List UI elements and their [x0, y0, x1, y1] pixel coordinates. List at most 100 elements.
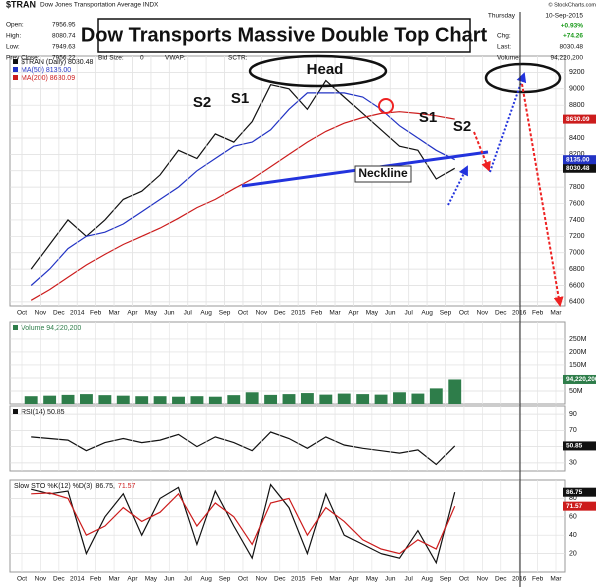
- head-ellipse: [248, 54, 388, 88]
- x-tick-label: Jul: [405, 310, 414, 317]
- annotation-box: [354, 165, 412, 183]
- symbol: $TRAN: [6, 0, 36, 9]
- value-tag-box: [563, 155, 596, 165]
- x-tick-label: Apr: [348, 576, 359, 583]
- cross-circle: [378, 98, 394, 114]
- y-tick-label: 30: [569, 460, 577, 467]
- volume-bar: [337, 393, 351, 404]
- volume-bar: [98, 395, 112, 404]
- x-tick-label: Dec: [495, 576, 507, 583]
- stat-label: Open:: [6, 22, 24, 29]
- x-tick-label: Oct: [17, 576, 27, 583]
- x-tick-label: Jul: [405, 576, 414, 583]
- x-tick-label: Mar: [550, 310, 562, 317]
- y-tick-label: 8400: [569, 135, 585, 142]
- y-tick-label: 7800: [569, 184, 585, 191]
- annotation: Head: [307, 61, 344, 78]
- date: 10-Sep-2015: [545, 13, 583, 20]
- y-tick-label: 7600: [569, 200, 585, 207]
- volume-bar: [429, 388, 443, 404]
- legend-swatch: [13, 59, 18, 64]
- projection-arrow: [521, 83, 564, 307]
- stat-label: High:: [6, 33, 21, 40]
- y-tick-label: 8800: [569, 102, 585, 109]
- volume-bar: [43, 395, 57, 404]
- volume-bar: [393, 392, 406, 404]
- x-tick-label: Dec: [495, 310, 507, 317]
- x-tick-label: 2014: [70, 310, 85, 317]
- stat-value: 7956.95: [52, 22, 76, 29]
- x-tick-label: Nov: [477, 576, 489, 583]
- value-tag: 8135.00: [566, 156, 590, 163]
- y-tick-label: 7400: [569, 217, 585, 224]
- y-tick-label: 250M: [569, 336, 587, 343]
- volume-bar: [153, 396, 167, 404]
- volume-bar: [356, 394, 370, 404]
- x-tick-label: Oct: [459, 576, 469, 583]
- value-tag-box: [563, 114, 596, 124]
- x-tick-label: Oct: [459, 310, 469, 317]
- value-tag-box: [563, 374, 596, 384]
- stat-value: 0: [140, 55, 144, 62]
- stat-value: 7949.63: [52, 44, 76, 51]
- x-tick-label: Aug: [421, 310, 433, 317]
- y-tick-label: 150M: [569, 362, 587, 369]
- x-tick-label: Sep: [219, 310, 231, 317]
- x-tick-label: Mar: [550, 576, 562, 583]
- symbol-name: Dow Jones Transportation Average INDX: [40, 2, 159, 9]
- x-tick-label: Apr: [127, 576, 138, 583]
- series-line: [31, 483, 456, 565]
- change-percent: +0.93%: [561, 23, 583, 30]
- x-tick-label: Mar: [329, 576, 341, 583]
- projection-arrow: [447, 165, 468, 206]
- header: $TRAN Dow Jones Transportation Average I…: [6, 0, 596, 62]
- x-tick-label: Sep: [219, 576, 231, 583]
- change: +74.26: [563, 33, 583, 40]
- value-tag: 71.57: [566, 503, 583, 510]
- y-tick-label: 9200: [569, 69, 585, 76]
- x-tick-label: May: [366, 310, 379, 317]
- volume: 94,220,200: [550, 55, 583, 62]
- volume-bar: [61, 394, 75, 404]
- value-tag-box: [563, 441, 596, 451]
- value-tag: 86.75: [566, 489, 583, 496]
- annotation: S2: [453, 118, 471, 135]
- x-tick-label: Jun: [164, 310, 175, 317]
- y-tick-label: 7000: [569, 250, 585, 257]
- x-tick-label: Jul: [184, 310, 193, 317]
- stat-label: SCTR:: [228, 55, 248, 62]
- volume-bar: [190, 396, 204, 404]
- x-tick-label: Oct: [238, 310, 248, 317]
- y-tick-label: 20: [569, 550, 577, 557]
- x-tick-label: Mar: [108, 310, 120, 317]
- legend-swatch: [13, 75, 18, 80]
- volume-bar: [80, 394, 93, 404]
- value-tag-box: [563, 501, 596, 511]
- value-tag-box: [563, 163, 596, 173]
- change-label: Chg:: [497, 33, 511, 40]
- x-tick-label: May: [366, 576, 379, 583]
- value-tag: 50.85: [566, 443, 583, 450]
- value-tag: 94,220,200: [566, 376, 599, 383]
- y-tick-label: 6400: [569, 299, 585, 306]
- annotation: S1: [419, 109, 437, 126]
- legend-swatch: [13, 409, 18, 414]
- x-tick-label: 2016: [512, 310, 527, 317]
- x-tick-label: Jun: [385, 310, 396, 317]
- x-tick-label: Nov: [256, 576, 268, 583]
- volume-bar: [448, 379, 462, 404]
- x-tick-label: Dec: [53, 310, 65, 317]
- panel-frame: [9, 479, 566, 573]
- x-tick-label: May: [145, 310, 158, 317]
- x-tick-label: Aug: [200, 310, 212, 317]
- legend-swatch: [13, 325, 18, 330]
- panel-frame: [9, 321, 566, 405]
- projection-arrow: [489, 72, 527, 173]
- volume-bar: [374, 394, 388, 404]
- x-tick-label: Oct: [238, 576, 248, 583]
- annotation: Neckline: [358, 166, 408, 180]
- x-tick-label: Jun: [164, 576, 175, 583]
